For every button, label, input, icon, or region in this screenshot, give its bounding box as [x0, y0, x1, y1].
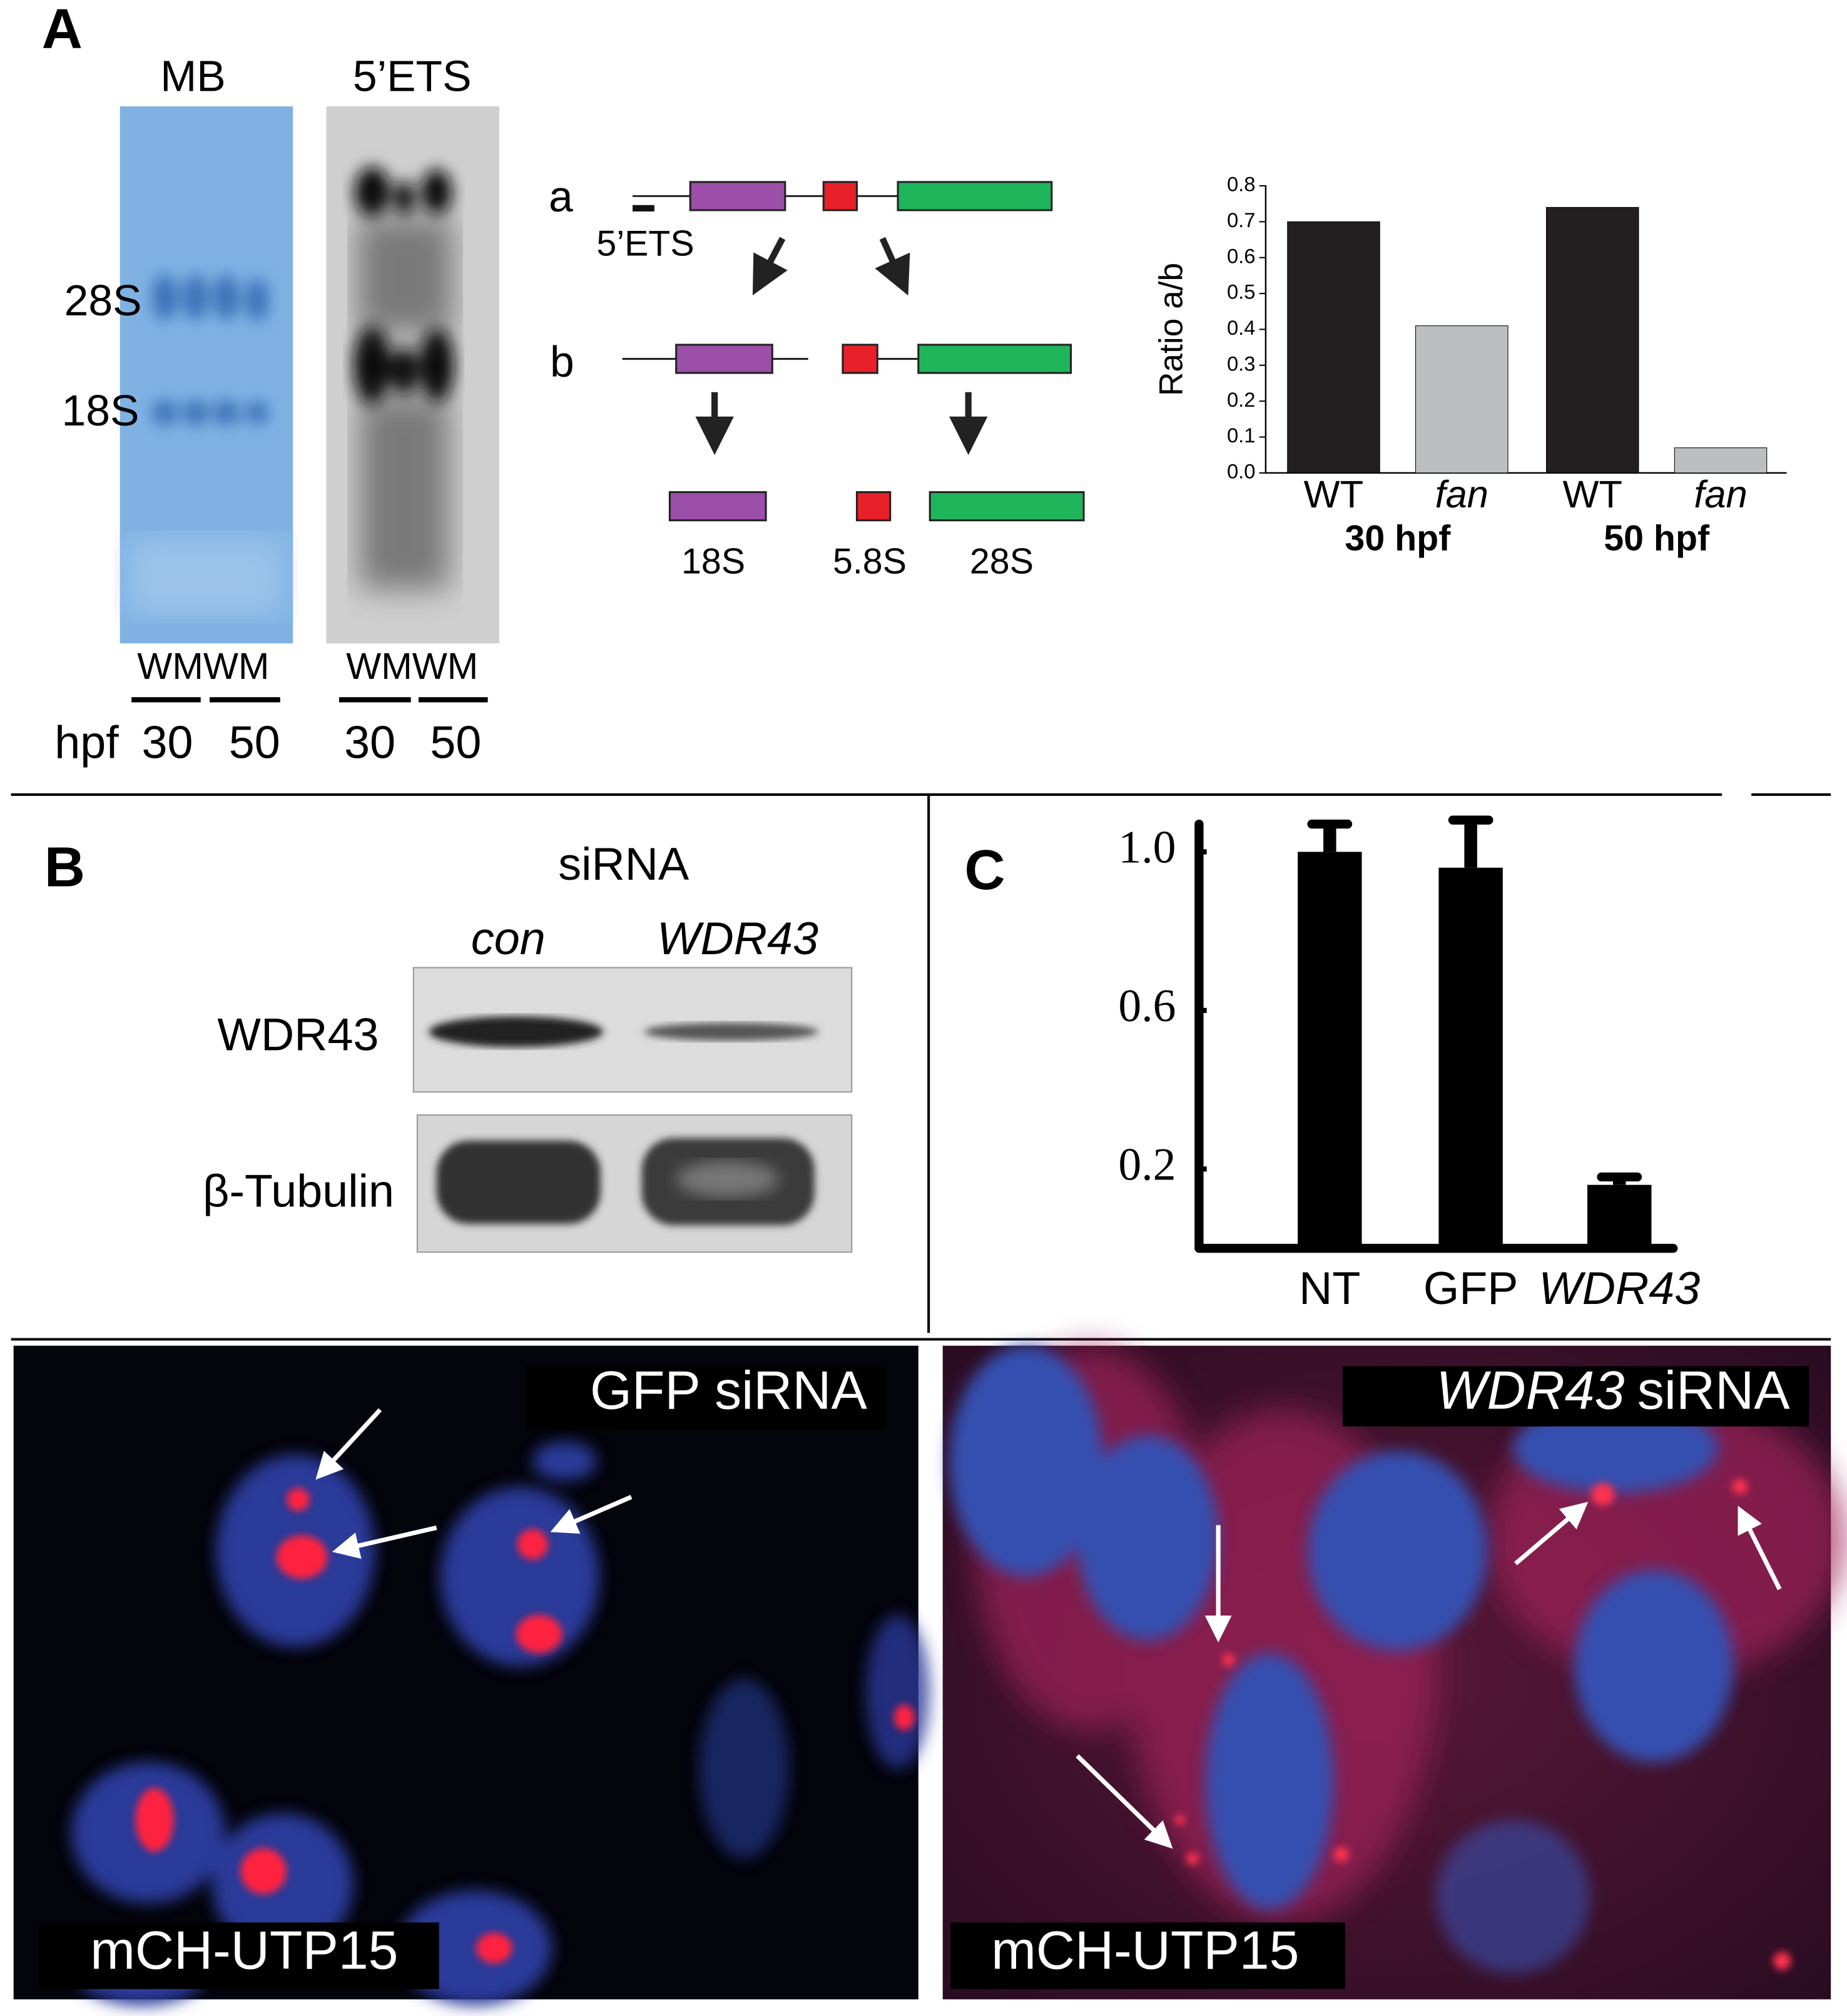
blots: [412, 967, 853, 1253]
x-tick-label: fan: [1694, 473, 1747, 516]
panel-label: C: [965, 838, 1005, 902]
caption: GFP siRNA: [590, 1360, 868, 1420]
micrograph-d: [13, 1345, 930, 2006]
x-tick-label: NT: [1299, 1262, 1360, 1314]
lane-label: WDR43: [657, 912, 818, 964]
y-tick-label: 0.6: [1118, 980, 1176, 1031]
group-label: 50 hpf: [1604, 519, 1710, 559]
label: mCH-UTP15: [991, 1920, 1299, 1980]
group-label: 30 hpf: [1345, 519, 1451, 559]
x-tick-label: WDR43: [1539, 1262, 1700, 1314]
product-label: 18S: [681, 541, 745, 581]
hpf-label: hpf: [54, 716, 119, 768]
lane-label: con: [471, 912, 546, 964]
gel-ets: [326, 106, 500, 644]
y-tick-label: 0.7: [1227, 208, 1256, 232]
bar: [1438, 867, 1503, 1249]
bar-chart: 0.0 0.1 0.2 0.3 0.4 0.5 0.6 0.7 0.8 Ratio a/b WT fa…: [1152, 173, 1787, 559]
x-tick-label: GFP: [1423, 1262, 1519, 1314]
band-label: 28S: [64, 276, 142, 325]
x-tick-label: WT: [1304, 473, 1364, 516]
hpf-label: 30: [344, 716, 395, 768]
y-tick-label: 0.2: [1118, 1138, 1176, 1189]
gel-title: MB: [160, 51, 225, 100]
micrograph-e: [942, 1345, 1846, 2000]
row-label: a: [549, 172, 573, 221]
row-label: WDR43: [217, 1009, 379, 1061]
y-tick-label: 0.6: [1227, 244, 1256, 267]
y-tick-label: 0.4: [1227, 316, 1256, 339]
row-label: b: [550, 337, 574, 386]
x-tick-label: fan: [1435, 473, 1488, 516]
product-label: 5.8S: [833, 541, 907, 581]
bar: [1287, 221, 1380, 474]
bar: [1587, 1184, 1652, 1249]
y-tick-label: 0.8: [1227, 173, 1256, 196]
label: mCH-UTP15: [90, 1920, 398, 1980]
panel-label: A: [42, 0, 83, 61]
separators: [11, 793, 1831, 1341]
micrograph-e-text: WDR43 siRNA mCH-UTP15: [991, 1360, 1790, 1980]
diagram-text: a b 5’ETS 18S 5.8S 28S: [549, 172, 1034, 581]
product-label: 28S: [970, 541, 1034, 581]
y-tick-label: 0.2: [1227, 388, 1256, 411]
bar: [1545, 206, 1639, 474]
gel-mb: [120, 106, 293, 644]
y-tick-label: 0.3: [1227, 352, 1256, 375]
bar: [1298, 852, 1362, 1249]
caption-gene: WDR43: [1436, 1360, 1624, 1420]
gel-title: 5’ETS: [353, 51, 472, 100]
y-axis-label: Ratio a/b: [1152, 263, 1189, 396]
processing-diagram: [622, 181, 1085, 522]
gel-text: MB 5’ETS 28S 18S WMWM WMWM hpf 30 50 30 …: [54, 51, 481, 768]
y-tick-label: 0.0: [1227, 459, 1256, 482]
lane-label: WMWM: [346, 645, 478, 687]
panel-label: B: [44, 836, 85, 899]
blot-text: siRNA con WDR43 WDR43 β-Tubulin: [203, 838, 818, 1216]
probe-label: 5’ETS: [596, 223, 694, 263]
y-tick-label: 0.1: [1227, 424, 1256, 447]
row-label: β-Tubulin: [203, 1164, 394, 1216]
hpf-label: 30: [141, 716, 193, 768]
band-label: 18S: [62, 386, 140, 435]
micrograph-d-text: GFP siRNA mCH-UTP15: [90, 1360, 867, 1980]
bar: [1415, 325, 1509, 474]
blot-header: siRNA: [558, 838, 689, 890]
caption: WDR43 siRNA: [1436, 1360, 1790, 1420]
hpf-label: 50: [430, 716, 481, 768]
y-tick-label: 1.0: [1118, 821, 1176, 872]
lane-label: WMWM: [137, 645, 269, 687]
hpf-label: 50: [229, 716, 280, 768]
bar: [1674, 447, 1768, 474]
bar-chart: 1.0 0.6 0.2 NT GFP WDR43: [1118, 815, 1700, 1314]
x-tick-label: WT: [1562, 473, 1622, 516]
y-tick-label: 0.5: [1227, 280, 1256, 303]
caption-rest: siRNA: [1637, 1360, 1790, 1420]
